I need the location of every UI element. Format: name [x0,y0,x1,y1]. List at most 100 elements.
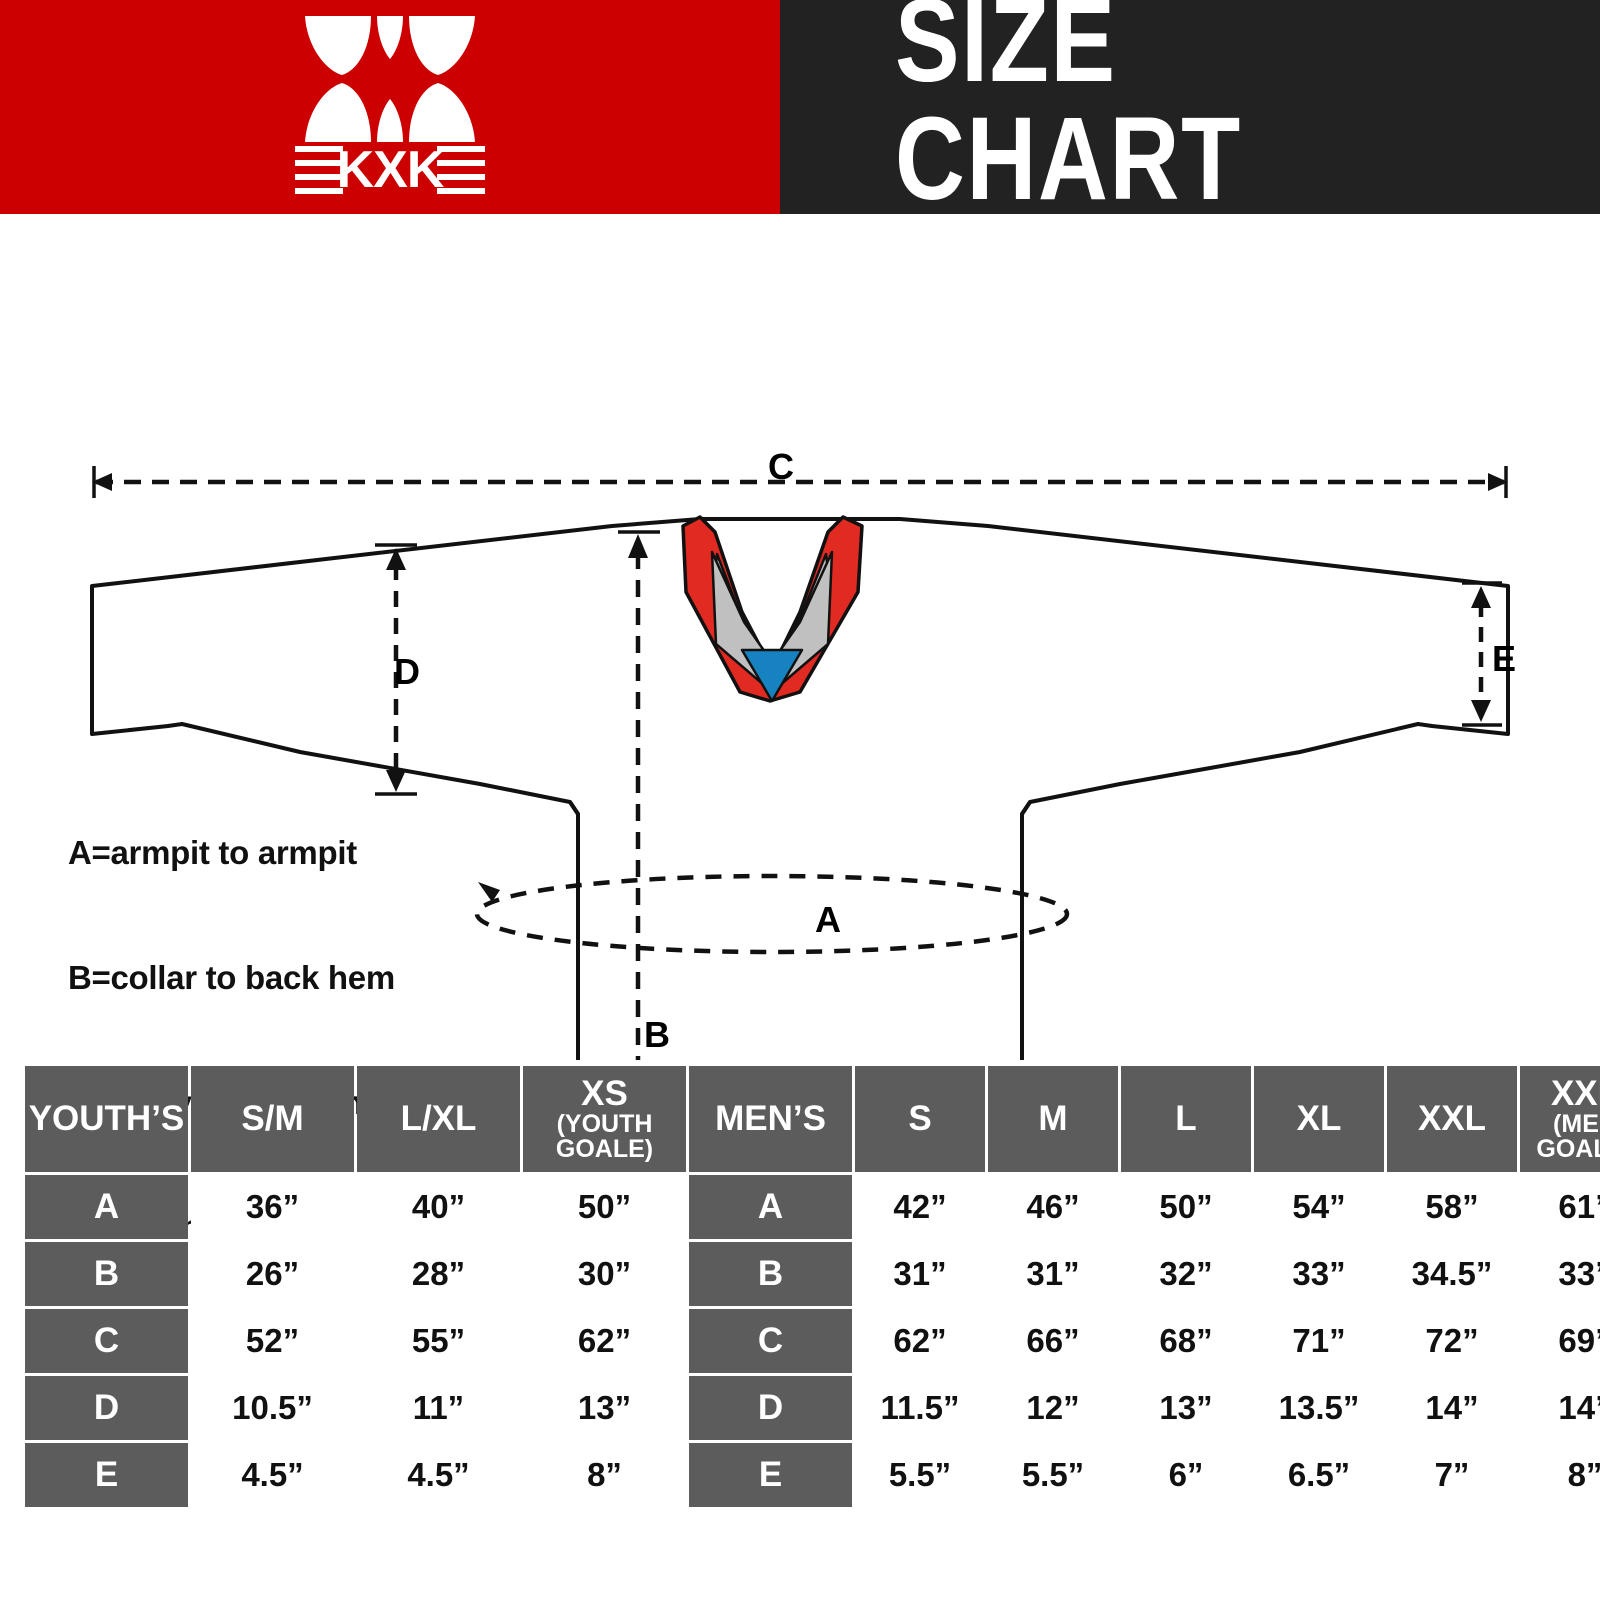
header-mens-xxl-main: XXL [1417,1098,1487,1138]
cell-a-youth-lxl: 40” [357,1175,520,1239]
header-youth-xs-sub: (YOUTH GOALE) [555,1110,654,1164]
row-label-c-youth: C [25,1309,188,1373]
header-mens-s-main: S [908,1098,932,1138]
header-mens-s: S [855,1066,985,1172]
brand-logo: KXK [285,12,495,202]
cell-c-mens-l: 68” [1121,1309,1251,1373]
row-label-c-mens: C [689,1309,852,1373]
cell-a-youth-xs: 50” [523,1175,686,1239]
brand-wordmark: KXK [336,141,445,199]
cell-d-youth-xs: 13” [523,1376,686,1440]
brand-stripes-icon [295,146,485,194]
cell-a-mens-xxl: 58” [1387,1175,1517,1239]
size-table-body: YOUTH’S S/M L/XL XS (YOUTH GOALE) MEN’S … [25,1066,1600,1507]
header-mens-xxl-goalie-main: XXL [1550,1073,1600,1113]
header-mens-l-main: L [1175,1098,1197,1138]
cell-a-mens-m: 46” [988,1175,1118,1239]
cell-d-mens-l: 13” [1121,1376,1251,1440]
row-label-b-youth: B [25,1242,188,1306]
header-youth-xs-goalie: XS (YOUTH GOALE) [523,1066,686,1172]
dimension-label-e: E [1492,638,1517,679]
cell-e-mens-m: 5.5” [988,1443,1118,1507]
size-table-container: YOUTH’S S/M L/XL XS (YOUTH GOALE) MEN’S … [22,1063,1600,1510]
row-label-d-youth: D [25,1376,188,1440]
cell-a-mens-s: 42” [855,1175,985,1239]
cell-d-youth-lxl: 11” [357,1376,520,1440]
cell-d-mens-xxl-goalie: 14” [1520,1376,1600,1440]
header-mens-l: L [1121,1066,1251,1172]
legend-item-a: A=armpit to armpit [68,834,357,872]
cell-d-mens-xxl: 14” [1387,1376,1517,1440]
table-row: A 36” 40” 50” A 42” 46” 50” 54” 58” 61” [25,1175,1600,1239]
brand-panel: KXK [0,0,780,214]
cell-c-mens-m: 66” [988,1309,1118,1373]
cell-d-mens-s: 11.5” [855,1376,985,1440]
legend-item-b: B=collar to back hem [68,958,395,996]
cell-b-mens-s: 31” [855,1242,985,1306]
cell-b-mens-m: 31” [988,1242,1118,1306]
cell-a-mens-xxl-goalie: 61” [1520,1175,1600,1239]
cell-c-mens-xxl: 72” [1387,1309,1517,1373]
cell-a-mens-l: 50” [1121,1175,1251,1239]
cell-b-mens-xl: 33” [1254,1242,1384,1306]
cell-c-youth-xs: 62” [523,1309,686,1373]
cell-b-mens-xxl-goalie: 33” [1520,1242,1600,1306]
header-youths: YOUTH’S [25,1066,188,1172]
cell-c-youth-sm: 52” [191,1309,354,1373]
header-youth-sm: S/M [191,1066,354,1172]
cell-d-youth-sm: 10.5” [191,1376,354,1440]
header-mens-xxl-goalie: XXL (MEN GOALE) [1520,1066,1600,1172]
cell-a-mens-xl: 54” [1254,1175,1384,1239]
header-mens-m-main: M [1038,1098,1068,1138]
cell-d-mens-xl: 13.5” [1254,1376,1384,1440]
cell-b-youth-sm: 26” [191,1242,354,1306]
table-row: E 4.5” 4.5” 8” E 5.5” 5.5” 6” 6.5” 7” 8” [25,1443,1600,1507]
header-mens-xxl-goalie-sub: (MEN GOALE) [1536,1110,1600,1164]
cell-e-mens-xl: 6.5” [1254,1443,1384,1507]
page-header: KXK SIZE CHART [0,0,1600,218]
dimension-label-c: C [768,446,794,487]
dimension-label-b: B [644,1014,670,1055]
header-youth-lxl-main: L/XL [400,1098,477,1138]
table-row: B 26” 28” 30” B 31” 31” 32” 33” 34.5” 33… [25,1242,1600,1306]
cell-b-mens-l: 32” [1121,1242,1251,1306]
dimension-label-a: A [815,899,841,940]
cell-d-mens-m: 12” [988,1376,1118,1440]
cell-e-youth-lxl: 4.5” [357,1443,520,1507]
cell-b-mens-xxl: 34.5” [1387,1242,1517,1306]
header-mens-xxl: XXL [1387,1066,1517,1172]
row-label-d-mens: D [689,1376,852,1440]
cell-e-youth-xs: 8” [523,1443,686,1507]
title-panel: SIZE CHART [780,0,1600,218]
header-mens-m: M [988,1066,1118,1172]
cell-a-youth-sm: 36” [191,1175,354,1239]
cell-b-youth-xs: 30” [523,1242,686,1306]
table-header-row: YOUTH’S S/M L/XL XS (YOUTH GOALE) MEN’S … [25,1066,1600,1172]
size-table: YOUTH’S S/M L/XL XS (YOUTH GOALE) MEN’S … [22,1063,1600,1510]
cell-e-mens-xxl-goalie: 8” [1520,1443,1600,1507]
cell-b-youth-lxl: 28” [357,1242,520,1306]
table-row: C 52” 55” 62” C 62” 66” 68” 71” 72” 69” [25,1309,1600,1373]
row-label-b-mens: B [689,1242,852,1306]
cell-e-mens-l: 6” [1121,1443,1251,1507]
header-mens-xl: XL [1254,1066,1384,1172]
jersey-illustration-icon [90,466,1510,1266]
header-youth-xs-main: XS [581,1073,628,1113]
row-label-a-mens: A [689,1175,852,1239]
header-youth-sm-main: S/M [241,1098,304,1138]
cell-e-mens-xxl: 7” [1387,1443,1517,1507]
row-label-e-mens: E [689,1443,852,1507]
cell-c-mens-xl: 71” [1254,1309,1384,1373]
kxk-hourglass-logo-icon [293,16,487,142]
header-youth-lxl: L/XL [357,1066,520,1172]
cell-e-mens-s: 5.5” [855,1443,985,1507]
jersey-diagram: C D E A B A=armpit to armpit B=collar to… [0,214,1600,1370]
dimension-label-d: D [394,651,420,692]
cell-c-youth-lxl: 55” [357,1309,520,1373]
cell-c-mens-s: 62” [855,1309,985,1373]
table-row: D 10.5” 11” 13” D 11.5” 12” 13” 13.5” 14… [25,1376,1600,1440]
cell-c-mens-xxl-goalie: 69” [1520,1309,1600,1373]
row-label-a-youth: A [25,1175,188,1239]
header-mens: MEN’S [689,1066,852,1172]
row-label-e-youth: E [25,1443,188,1507]
